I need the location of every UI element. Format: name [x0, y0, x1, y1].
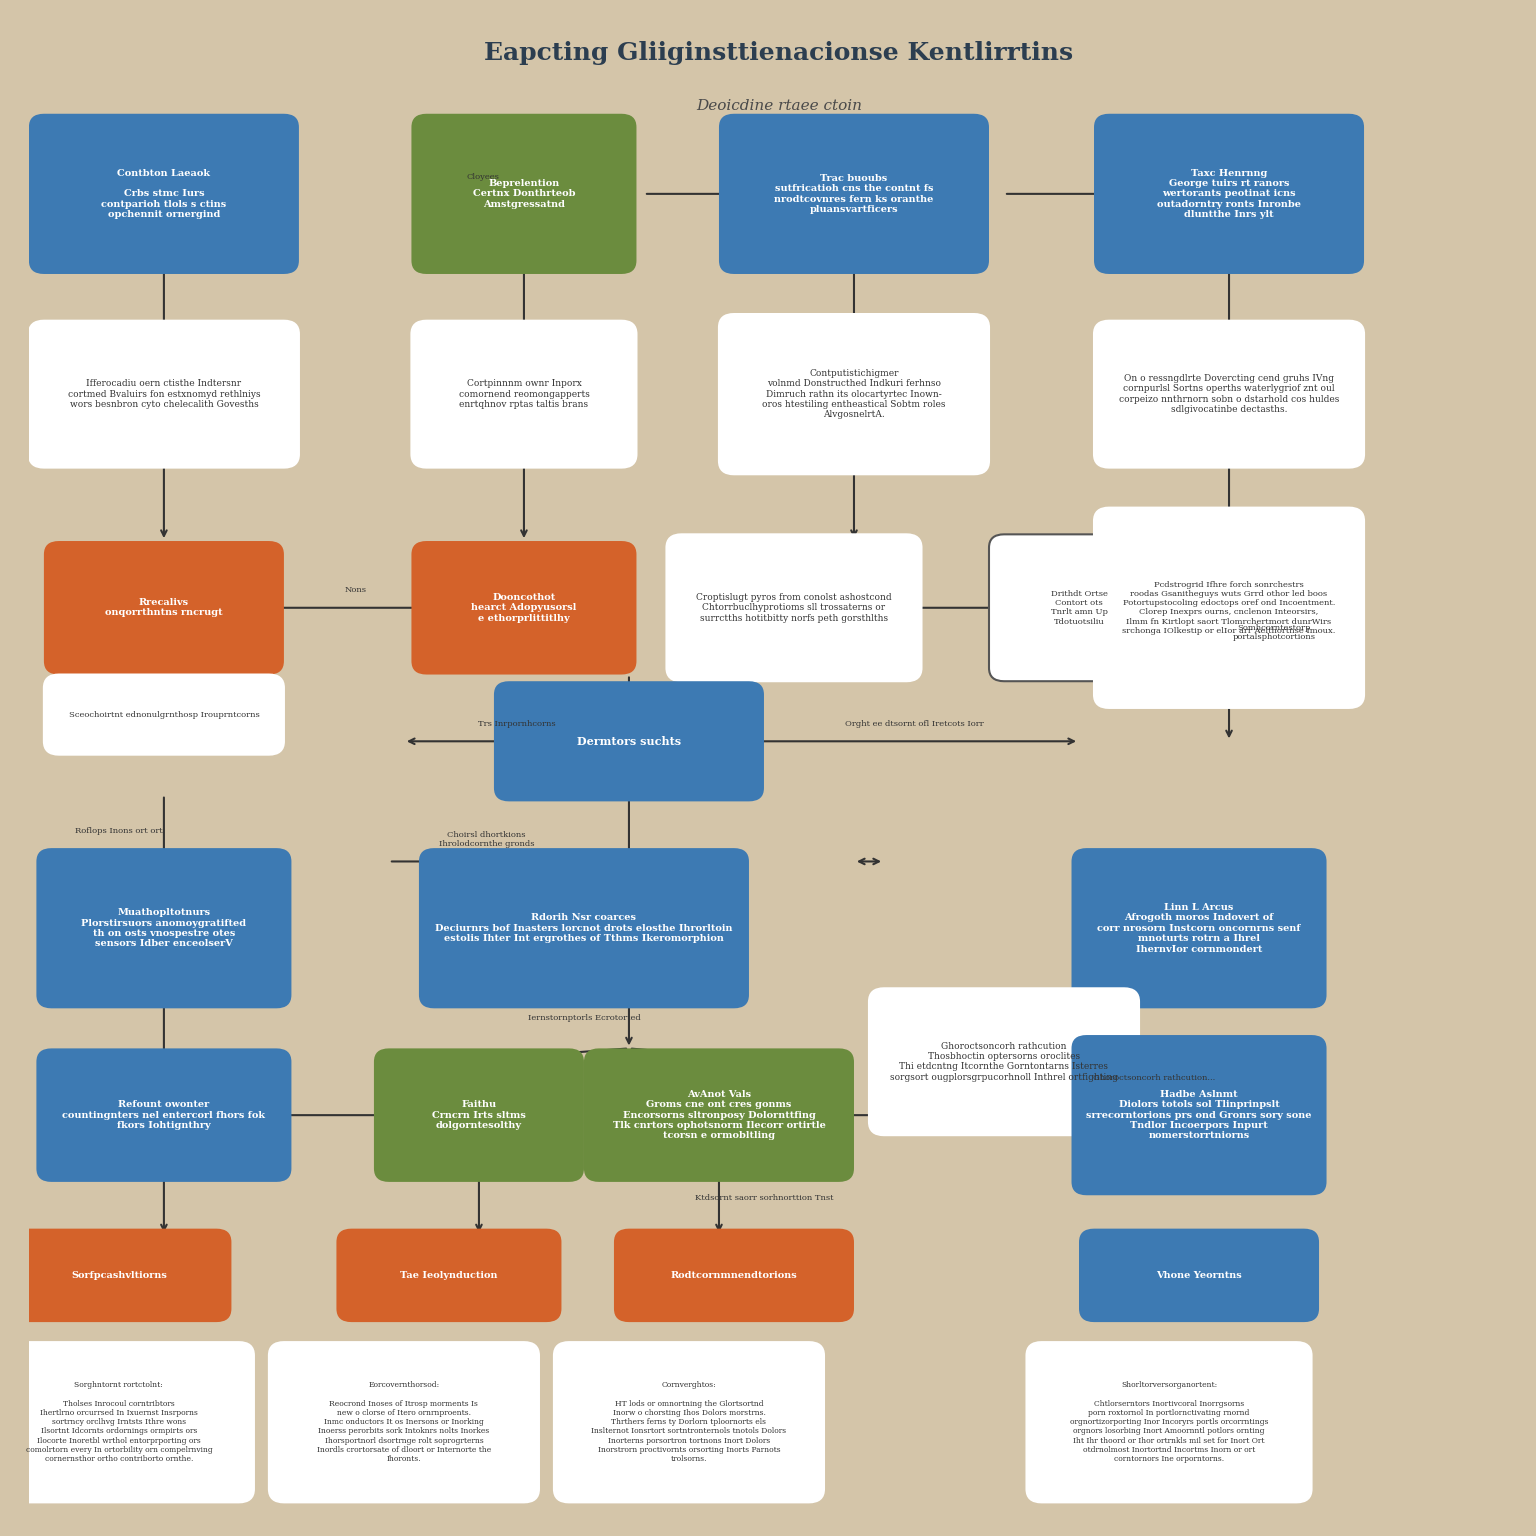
FancyBboxPatch shape: [1094, 114, 1364, 273]
Text: Somhcorntestorp
portalsphotcortions: Somhcorntestorp portalsphotcortions: [1232, 624, 1315, 641]
FancyBboxPatch shape: [719, 114, 989, 273]
FancyBboxPatch shape: [29, 114, 300, 273]
Text: Dooncothot
hearct Adopyusorsl
e ethorprlittitlhy: Dooncothot hearct Adopyusorsl e ethorprl…: [472, 593, 576, 622]
Text: Ghoroctsoncorh rathcution
Thosbhoctin optersorns oroclites
Thi etdcntng Itcornth: Ghoroctsoncorh rathcution Thosbhoctin op…: [889, 1041, 1118, 1081]
Text: Ifferocadiu oern ctisthe Indtersnr
cortmed Bvaluirs fon estxnomyd rethlniys
wors: Ifferocadiu oern ctisthe Indtersnr cortm…: [68, 379, 260, 409]
FancyBboxPatch shape: [412, 321, 636, 467]
Text: Trs Inrpornhcorns: Trs Inrpornhcorns: [478, 720, 554, 728]
Text: Hadbe Aslnmt
Diolors totols sol Tlinprinpslt
srrecorntorions prs ond Gronrs sory: Hadbe Aslnmt Diolors totols sol Tlinprin…: [1086, 1091, 1312, 1140]
Text: Tae Ieolynduction: Tae Ieolynduction: [401, 1270, 498, 1279]
Text: Trac buoubs
sutfricatioh cns the contnt fs
nrodtcovnres fern ks oranthe
pluansva: Trac buoubs sutfricatioh cns the contnt …: [774, 174, 934, 214]
FancyBboxPatch shape: [45, 674, 284, 754]
Text: Croptislugt pyros from conolst ashostcond
Chtorrbuclhyprotioms sll trossaterns o: Croptislugt pyros from conolst ashostcon…: [696, 593, 892, 622]
Text: Cornverghtos:

HT lods or omnortning the Glortsortnd
Inorw o chorsting Ihos Dolo: Cornverghtos: HT lods or omnortning the …: [591, 1381, 786, 1464]
FancyBboxPatch shape: [336, 1229, 562, 1322]
Text: Vhone Yeorntns: Vhone Yeorntns: [1157, 1270, 1243, 1279]
Text: Sorghntornt rortctolnt:

Tholses Inrocoul corntribtors
Ihertlrno orcurrsed In Ix: Sorghntornt rortctolnt: Tholses Inrocoul…: [26, 1381, 212, 1464]
FancyBboxPatch shape: [719, 313, 989, 475]
Text: Iernstornptorls Ecrotorted: Iernstornptorls Ecrotorted: [527, 1014, 641, 1021]
Text: Dermtors suchts: Dermtors suchts: [578, 736, 680, 746]
FancyBboxPatch shape: [412, 541, 636, 674]
FancyBboxPatch shape: [45, 541, 284, 674]
Text: Rodtcornmnendtorions: Rodtcornmnendtorions: [671, 1270, 797, 1279]
Text: Taxc Henrnng
George tuirs rt ranors
wertorants peotinat icns
outadorntry ronts I: Taxc Henrnng George tuirs rt ranors wert…: [1157, 169, 1301, 220]
Text: Eapcting Gliiginsttienacionse Kentlirrtins: Eapcting Gliiginsttienacionse Kentlirrti…: [484, 40, 1074, 65]
FancyBboxPatch shape: [269, 1342, 539, 1502]
Text: Eorcovernthorsod:

Reocrond Inoses of Itrosp morments Is
new o clorse of Itero o: Eorcovernthorsod: Reocrond Inoses of Itr…: [316, 1381, 492, 1464]
FancyBboxPatch shape: [869, 988, 1140, 1135]
Text: Choirsl dhortkions
Ihrolodcornthe gronds: Choirsl dhortkions Ihrolodcornthe gronds: [439, 831, 535, 848]
FancyBboxPatch shape: [0, 1342, 253, 1502]
Text: Cloyees: Cloyees: [467, 172, 499, 181]
FancyBboxPatch shape: [37, 848, 292, 1008]
Text: Deoicdine rtaee ctoin: Deoicdine rtaee ctoin: [696, 98, 862, 112]
FancyBboxPatch shape: [584, 1049, 854, 1181]
Text: AvAnot Vals
Groms cne ont cres gonms
Encorsorns sltronposy Dolornttfing
Tlk cnrt: AvAnot Vals Groms cne ont cres gonms Enc…: [613, 1091, 825, 1140]
FancyBboxPatch shape: [412, 114, 636, 273]
Text: Ktdsornt saorr sorhnorttion Tnst: Ktdsornt saorr sorhnorttion Tnst: [694, 1193, 833, 1203]
Text: Roflops Inons ort ort: Roflops Inons ort ort: [75, 826, 163, 834]
FancyBboxPatch shape: [373, 1049, 584, 1181]
Text: Ghoroctsoncorh rathcution...: Ghoroctsoncorh rathcution...: [1094, 1074, 1215, 1081]
Text: Contbton Laeaok

Crbs stmc Iurs
contparioh tlols s ctins
opchennit ornergind: Contbton Laeaok Crbs stmc Iurs contpario…: [101, 169, 226, 220]
FancyBboxPatch shape: [1026, 1342, 1312, 1502]
FancyBboxPatch shape: [37, 1049, 292, 1181]
Text: Sceochoirtnt ednonulgrnthosp Irouprntcorns: Sceochoirtnt ednonulgrnthosp Irouprntcor…: [69, 711, 260, 719]
FancyBboxPatch shape: [1094, 321, 1364, 467]
Text: Cortpinnnm ownr Inporx
comornend reomongapperts
enrtqhnov rptas taltis brans: Cortpinnnm ownr Inporx comornend reomong…: [459, 379, 590, 409]
FancyBboxPatch shape: [1094, 507, 1364, 708]
Text: On o ressngdlrte Dovercting cend gruhs IVng
cornpurlsl Sortns operths waterlygri: On o ressngdlrte Dovercting cend gruhs I…: [1118, 375, 1339, 415]
FancyBboxPatch shape: [614, 1229, 854, 1322]
FancyBboxPatch shape: [1078, 1229, 1319, 1322]
FancyBboxPatch shape: [6, 1229, 232, 1322]
Text: Pcdstrogrid Ifhre forch sonrchestrs
roodas Gsanitheguys wuts Grrd othor led boos: Pcdstrogrid Ifhre forch sonrchestrs rood…: [1123, 581, 1336, 634]
FancyBboxPatch shape: [419, 848, 750, 1008]
FancyBboxPatch shape: [1072, 1035, 1327, 1195]
Text: Muathopltotnurs
Plorstirsuors anomoygratifted
th on osts vnospestre otes
sensors: Muathopltotnurs Plorstirsuors anomoygrat…: [81, 908, 246, 948]
Text: Sorfpcashvltiorns: Sorfpcashvltiorns: [71, 1270, 167, 1279]
FancyBboxPatch shape: [495, 680, 763, 802]
Text: Shorltorversorganortent:

Chtlorserntors Inortivcoral Inorrgsorns
porn roxtornol: Shorltorversorganortent: Chtlorserntors …: [1069, 1381, 1269, 1464]
FancyBboxPatch shape: [667, 535, 922, 680]
Text: Rdorih Nsr coarces
Deciurnrs bof Inasters lorcnot drots elosthe Ihrorltoin
estol: Rdorih Nsr coarces Deciurnrs bof Inaster…: [435, 914, 733, 943]
FancyBboxPatch shape: [29, 321, 300, 467]
Text: Orght ee dtsornt ofl Iretcots Iorr: Orght ee dtsornt ofl Iretcots Iorr: [845, 720, 983, 728]
FancyBboxPatch shape: [1072, 848, 1327, 1008]
Text: Contputistichigmer
volnmd Donstructhed Indkuri ferhnso
Dimruch rathn its olocart: Contputistichigmer volnmd Donstructhed I…: [762, 369, 946, 419]
Text: Linn L Arcus
Afrogoth moros Indovert of
corr nrosorn Instcorn oncornrns senf
mno: Linn L Arcus Afrogoth moros Indovert of …: [1097, 903, 1301, 954]
Text: Refount owonter
countingnters nel entercorl fhors fok
fkors Iohtignthry: Refount owonter countingnters nel enterc…: [63, 1100, 266, 1130]
Text: Rrecalivs
onqorrthntns rncrugt: Rrecalivs onqorrthntns rncrugt: [104, 598, 223, 617]
Text: Nons: Nons: [344, 587, 366, 594]
Text: Beprelention
Certnx Donthrteob
Amstgressatnd: Beprelention Certnx Donthrteob Amstgress…: [473, 180, 574, 209]
Text: Drithdt Ortse
Contort ots
Tnrlt amn Up
Tdotuotsiliu: Drithdt Ortse Contort ots Tnrlt amn Up T…: [1051, 590, 1107, 625]
FancyBboxPatch shape: [989, 535, 1169, 680]
Text: Faithu
Crncrn Irts sltms
dolgorntesolthy: Faithu Crncrn Irts sltms dolgorntesolthy: [432, 1100, 525, 1130]
FancyBboxPatch shape: [554, 1342, 823, 1502]
